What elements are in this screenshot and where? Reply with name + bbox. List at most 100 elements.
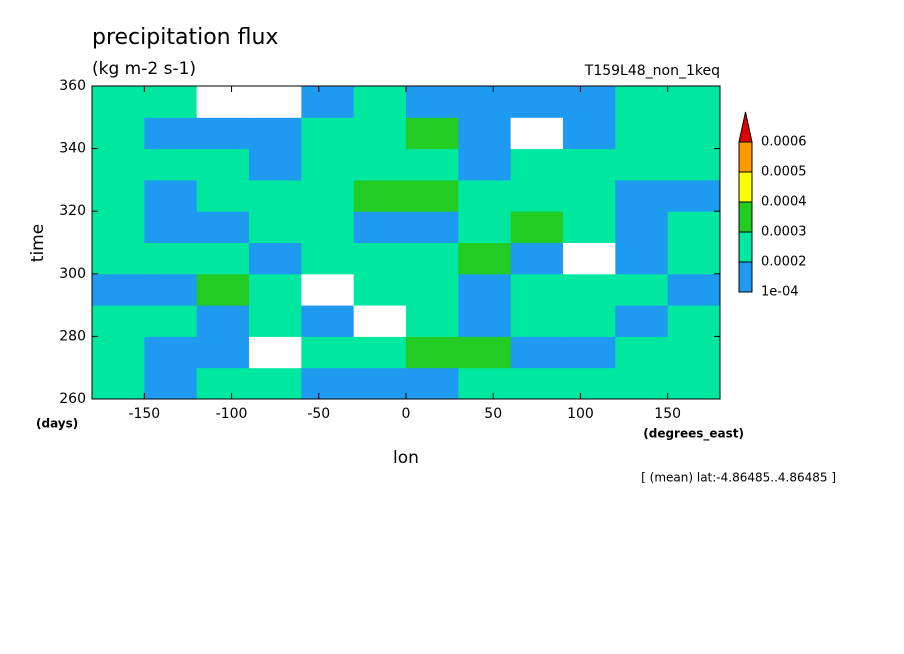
cell [144,148,198,181]
cell [301,86,355,118]
cell [615,273,669,306]
cell [406,336,459,369]
cell [667,367,721,400]
cell [615,86,669,118]
cell [353,305,407,337]
cell [196,179,250,212]
cell [563,179,616,212]
cell [458,367,512,400]
cell [615,367,669,400]
cell [615,305,669,337]
cell [92,336,145,369]
cell [510,336,564,369]
cell [249,273,302,306]
cell [458,117,512,150]
colorbar-box [738,171,753,203]
cell [406,117,459,150]
cell [510,367,564,400]
cell [510,86,564,118]
cell [510,211,564,243]
cell [353,273,407,306]
cell [667,148,721,181]
cell [144,211,198,243]
cell [144,242,198,275]
colorbar-box [738,261,753,293]
cell [510,242,564,275]
cell [615,179,669,212]
cell [458,211,512,243]
cell [301,148,355,181]
cell [458,148,512,181]
cell [196,211,250,243]
cell [196,148,250,181]
cell [458,305,512,337]
cell [249,179,302,212]
cell [196,242,250,275]
cell [458,273,512,306]
cell [406,211,459,243]
cell [563,336,616,369]
cell [667,242,721,275]
cell [615,148,669,181]
cell [196,117,250,150]
cell [563,305,616,337]
cell [667,211,721,243]
y-tick-label: 280 [59,328,86,344]
colorbar-label: 0.0004 [761,195,807,210]
cell [406,273,459,306]
cell [92,117,145,150]
cell [510,117,564,150]
cell [458,86,512,118]
cell [301,211,355,243]
cell [144,117,198,150]
x-tick-label: 50 [484,406,502,422]
cell [406,148,459,181]
cell [144,367,198,400]
cell [92,242,145,275]
cell [406,86,459,118]
x-tick-label: 150 [654,406,681,422]
cell [92,367,145,400]
chart-title: precipitation flux [92,25,278,50]
cell [144,86,198,118]
x-tick-label: 0 [402,406,411,422]
cell [563,117,616,150]
cell [563,367,616,400]
cell [196,273,250,306]
cell [510,273,564,306]
cell [615,211,669,243]
cell [249,86,302,118]
cell [249,117,302,150]
cell [667,273,721,306]
cell [353,117,407,150]
cell [406,242,459,275]
run-label: T159L48_non_1keq [584,63,720,79]
y-tick-label: 360 [59,78,86,94]
cell [563,148,616,181]
cell [249,367,302,400]
cell [406,179,459,212]
note: [ (mean) lat:-4.86485..4.86485 ] [641,471,836,485]
y-axis-label: time [28,224,48,262]
cell [196,367,250,400]
cell [667,336,721,369]
cell [667,117,721,150]
colorbar-label: 0.0006 [761,135,807,150]
cell [249,211,302,243]
y-tick-label: 320 [59,203,86,219]
cell [615,336,669,369]
cell [510,305,564,337]
colorbar-box [738,141,753,173]
cell [353,148,407,181]
cell [92,273,145,306]
colorbar-label: 1e-04 [761,285,799,300]
colorbar-extension [738,111,753,143]
cell [249,305,302,337]
cell [667,179,721,212]
cell [667,86,721,118]
cell [301,305,355,337]
chart-subtitle: (kg m-2 s-1) [92,59,196,79]
cell [301,336,355,369]
cell [196,305,250,337]
